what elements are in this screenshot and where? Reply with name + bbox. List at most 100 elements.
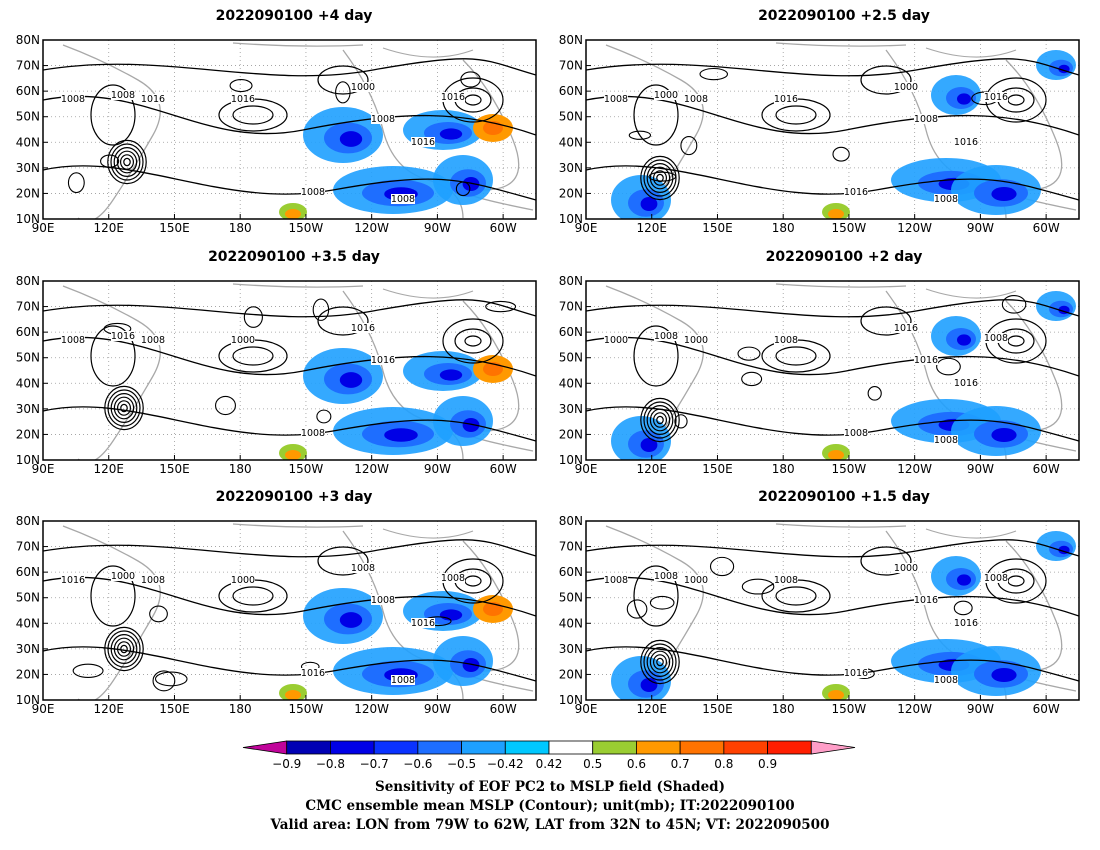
contour-label: 1008 (111, 90, 135, 101)
lon-tick-label: 120W (354, 221, 389, 235)
contour-label: 1008 (914, 114, 938, 125)
lon-tick-label: 60W (490, 702, 517, 716)
colorbar-swatch (767, 740, 812, 755)
contour-label: 1008 (391, 194, 415, 205)
panel-frame (585, 520, 1080, 701)
lat-tick-label: 50N (16, 591, 40, 605)
lat-tick-label: 20N (559, 186, 583, 200)
lon-tick-label: 180 (772, 221, 795, 235)
colorbar-swatch (723, 740, 768, 755)
lat-tick-label: 10N (16, 693, 40, 707)
panel-frame (42, 520, 537, 701)
lon-tick-label: 150W (832, 221, 867, 235)
colorbar-tick-label: 0.8 (714, 757, 733, 771)
lat-tick-label: 50N (559, 351, 583, 365)
panel-title: 2022090100 +4 day (216, 8, 373, 24)
mslp-contours (43, 298, 536, 442)
lon-tick-label: 90E (32, 462, 55, 476)
lat-tick-label: 80N (16, 274, 40, 288)
lon-tick-label: 120E (93, 462, 124, 476)
contour-label: 1008 (984, 573, 1008, 584)
contour-label: 1000 (351, 82, 375, 93)
lon-tick-label: 90W (424, 702, 451, 716)
lon-tick-label: 120W (897, 702, 932, 716)
contour-label: 1008 (934, 675, 958, 686)
contour-label: 1008 (654, 331, 678, 342)
lon-tick-label: 150W (289, 221, 324, 235)
map-panel: 1016 1000 1008 1000 1016 1008 1008 1016 1008 1008… (16, 489, 537, 716)
contour-label: 1008 (61, 94, 85, 105)
contour-label: 1008 (604, 94, 628, 105)
lon-tick-label: 150E (159, 221, 190, 235)
contour-label: 1008 (391, 675, 415, 686)
lat-tick-label: 70N (16, 300, 40, 314)
contour-label: 1000 (231, 575, 255, 586)
colorbar-tick-label: −0.7 (360, 757, 389, 771)
colorbar-tick-label: 0.9 (758, 757, 777, 771)
panel-frame (42, 280, 537, 461)
colorbar-swatch (242, 740, 288, 755)
contour-label: 1000 (231, 335, 255, 346)
lon-tick-label: 120E (93, 221, 124, 235)
contour-label: 1008 (441, 573, 465, 584)
colorbar-swatch (330, 740, 375, 755)
contour-label: 1016 (914, 355, 938, 366)
contour-label: 1008 (141, 575, 165, 586)
lat-tick-label: 50N (559, 110, 583, 124)
contour-label: 1008 (984, 333, 1008, 344)
lat-tick-label: 80N (559, 33, 583, 47)
lon-tick-label: 150E (702, 221, 733, 235)
lon-tick-label: 150E (159, 702, 190, 716)
lon-tick-label: 90W (967, 221, 994, 235)
lon-tick-label: 150E (159, 462, 190, 476)
contour-label: 1008 (684, 94, 708, 105)
lat-tick-label: 10N (559, 453, 583, 467)
lon-tick-label: 150E (702, 702, 733, 716)
contour-label: 1008 (934, 194, 958, 205)
lon-tick-label: 180 (229, 462, 252, 476)
colorbar-swatch (810, 740, 856, 755)
caption-line: CMC ensemble mean MSLP (Contour); unit(m… (305, 798, 794, 814)
lat-tick-label: 60N (559, 325, 583, 339)
lon-tick-label: 180 (229, 702, 252, 716)
lat-tick-label: 20N (559, 667, 583, 681)
panel-title: 2022090100 +2 day (766, 249, 923, 265)
panel-frame (585, 39, 1080, 220)
lon-tick-label: 120E (636, 221, 667, 235)
contour-label: 1000 (894, 82, 918, 93)
lat-tick-label: 30N (16, 161, 40, 175)
lon-tick-label: 120E (636, 702, 667, 716)
contour-label: 1016 (441, 92, 465, 103)
lon-tick-label: 90W (967, 702, 994, 716)
colorbar-swatch (461, 740, 506, 755)
lat-tick-label: 10N (16, 212, 40, 226)
colorbar-swatch (592, 740, 637, 755)
lat-tick-label: 10N (16, 453, 40, 467)
contour-label: 1008 (301, 428, 325, 439)
lat-tick-label: 80N (559, 514, 583, 528)
sensitivity-shading (279, 588, 513, 700)
contour-label: 1016 (894, 323, 918, 334)
contour-label: 1008 (141, 335, 165, 346)
contour-label: 1000 (894, 563, 918, 574)
contour-label: 1016 (351, 323, 375, 334)
contour-label: 1016 (774, 94, 798, 105)
map-panel: 1000 1008 1000 1008 1008 1016 1016 1016 1008 1008… (559, 249, 1080, 476)
lat-tick-label: 30N (16, 402, 40, 416)
contour-label: 1016 (954, 378, 978, 389)
caption-line: Sensitivity of EOF PC2 to MSLP field (Sh… (375, 779, 725, 795)
lon-tick-label: 60W (1033, 221, 1060, 235)
contour-label: 1016 (954, 618, 978, 629)
lon-tick-label: 150W (289, 702, 324, 716)
contour-label: 1016 (371, 355, 395, 366)
colorbar-tick-label: 0.6 (627, 757, 646, 771)
colorbar-swatch (548, 740, 594, 755)
colorbar: −0.9 −0.8 −0.7 −0.6 −0.5 −0.42 0.42 0.5 0.6 0.7 0.… (242, 740, 856, 771)
mslp-contours (43, 58, 536, 201)
colorbar-swatch (636, 740, 681, 755)
colorbar-tick-label: −0.42 (487, 757, 524, 771)
caption-line: Valid area: LON from 79W to 62W, LAT fro… (270, 817, 830, 833)
lon-tick-label: 180 (772, 462, 795, 476)
panel-title: 2022090100 +3.5 day (208, 249, 380, 265)
colorbar-tick-label: −0.5 (447, 757, 476, 771)
